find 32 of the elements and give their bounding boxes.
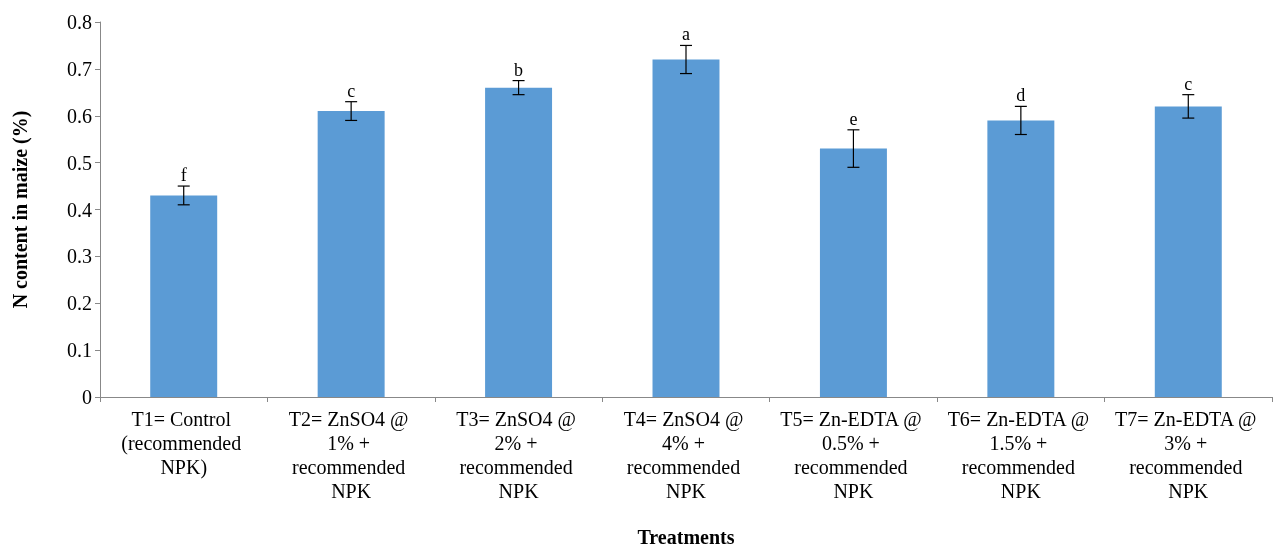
bar [652,59,720,397]
bar [317,111,385,397]
bar [1154,106,1222,397]
annotation: d [1016,85,1026,106]
annotation: f [180,165,187,186]
y-tick-label: 0.8 [67,11,92,33]
y-tick-label: 0.2 [67,292,92,315]
y-tick-label: 0.3 [67,245,92,268]
annotation: c [1184,73,1193,94]
x-tick-label: T6= Zn-EDTA @ 1.5% + recommended NPK [947,408,1095,502]
y-tick-label: 0 [82,386,92,408]
bar [987,120,1055,397]
y-tick-label: 0.5 [67,151,92,174]
x-tick-label: T4= ZnSO4 @ 4% + recommended NPK [623,408,749,502]
y-axis-title: N content in maize (%) [9,110,32,309]
annotation: c [347,80,356,101]
annotation: e [849,108,858,129]
y-tick-label: 0.4 [67,198,92,221]
annotation: a [682,24,690,45]
x-tick-label: T3= ZnSO4 @ 2% + recommended NPK [456,408,581,502]
y-tick-label: 0.6 [67,104,92,127]
x-tick-label: T7= Zn-EDTA @ 3% + recommended NPK [1115,408,1262,502]
x-tick-label: T5= Zn-EDTA @ 0.5% + recommended NPK [780,408,927,502]
x-axis-title: Treatments [637,526,735,548]
bar [150,195,218,397]
x-tick-label: T1= Control (recommended NPK) [121,408,247,479]
x-tick-label: T2= ZnSO4 @ 1% + recommended NPK [288,408,414,502]
bar [485,87,553,397]
bar [819,148,887,397]
y-tick-label: 0.1 [67,339,92,362]
y-tick-label: 0.7 [67,57,92,80]
annotation: b [514,59,524,80]
